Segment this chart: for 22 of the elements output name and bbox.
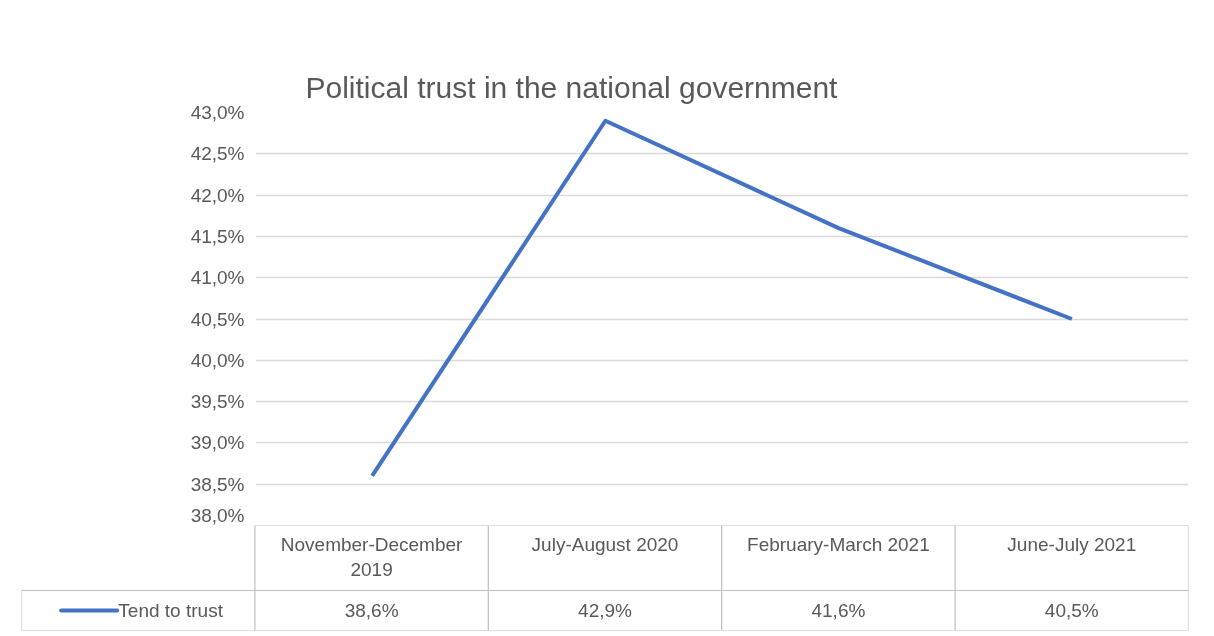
- data-label: 40,5%: [1044, 600, 1099, 621]
- y-tick-label: 39,0%: [190, 432, 245, 454]
- x-tick-label: July-August 2020: [531, 533, 679, 555]
- y-tick-label: 38,5%: [190, 473, 245, 495]
- y-tick-label: 43,0%: [190, 102, 245, 123]
- y-tick-label: 40,0%: [190, 349, 245, 371]
- y-tick-label: 39,5%: [190, 391, 245, 413]
- x-tick-label: November-December 2019: [280, 533, 464, 580]
- line-series: [370, 118, 1074, 478]
- y-tick-label: 40,5%: [190, 308, 245, 330]
- x-tick-label: February-March 2021: [747, 533, 930, 555]
- chart-title: Political trust in the national government: [305, 70, 839, 104]
- data-label: 42,9%: [578, 600, 633, 621]
- x-tick-label: June-July 2021: [1007, 533, 1137, 555]
- y-tick-label: 41,5%: [190, 225, 245, 247]
- data-label: 41,6%: [811, 600, 866, 621]
- legend-label: Tend to trust: [118, 600, 224, 621]
- data-label: 38,6%: [344, 600, 399, 621]
- y-tick-label: 42,5%: [190, 143, 245, 165]
- y-tick-label: 42,0%: [190, 184, 245, 206]
- y-tick-label: 41,0%: [190, 267, 245, 289]
- y-tick-label: 38,0%: [190, 504, 245, 526]
